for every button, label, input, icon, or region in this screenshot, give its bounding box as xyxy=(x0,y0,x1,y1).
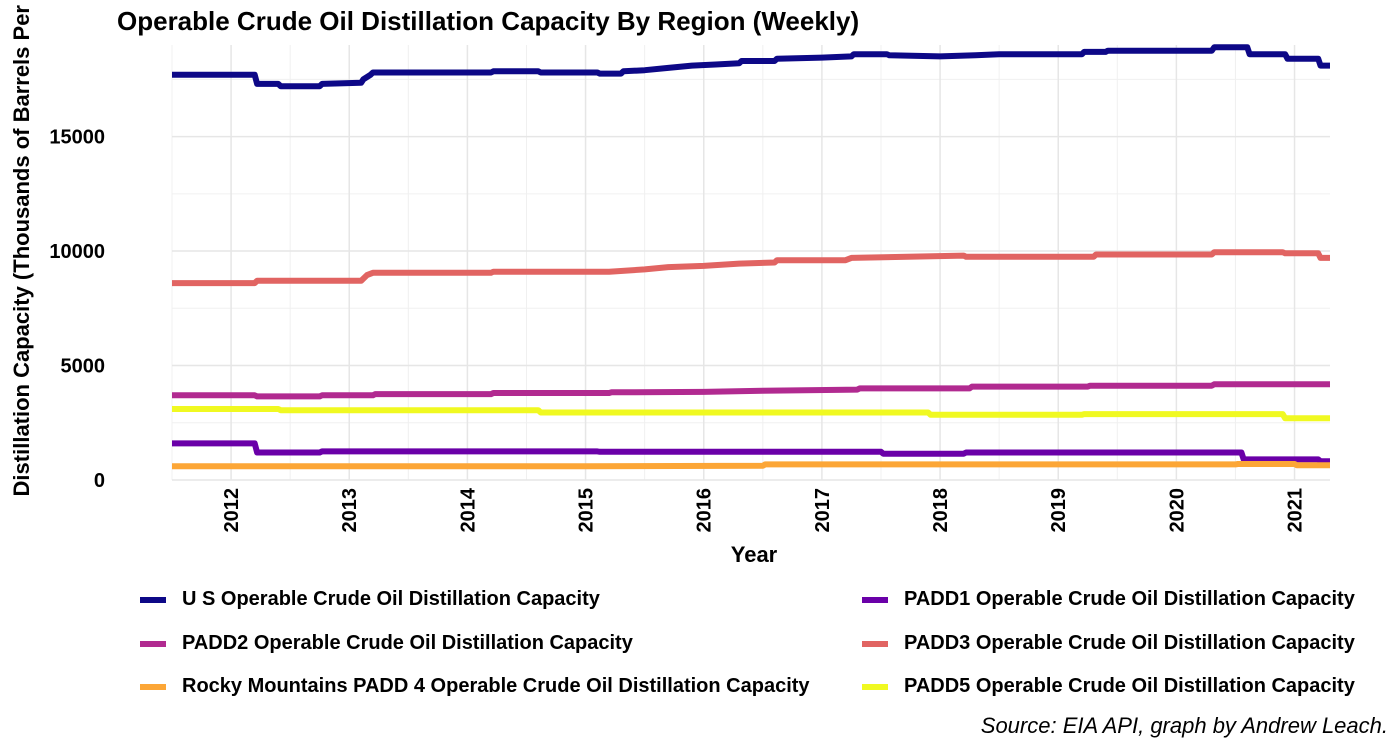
series-line xyxy=(172,461,1330,470)
y-axis-title: Distillation Capacity (Thousands of Barr… xyxy=(9,5,34,497)
y-tick-labels: 0 5000 10000 15000 xyxy=(49,127,105,492)
legend-item: PADD2 Operable Crude Oil Distillation Ca… xyxy=(140,632,633,655)
legend-item: U S Operable Crude Oil Distillation Capa… xyxy=(140,588,600,611)
chart-title: Operable Crude Oil Distillation Capacity… xyxy=(117,6,860,36)
legend-label: PADD5 Operable Crude Oil Distillation Ca… xyxy=(904,675,1355,697)
series-line xyxy=(172,381,1330,400)
series-line xyxy=(172,406,1330,422)
source-caption: Source: EIA API, graph by Andrew Leach. xyxy=(980,713,1388,738)
legend-label: PADD1 Operable Crude Oil Distillation Ca… xyxy=(904,588,1355,610)
legend-item: Rocky Mountains PADD 4 Operable Crude Oi… xyxy=(140,675,810,698)
y-tick-label: 5000 xyxy=(61,356,106,378)
y-tick-label: 10000 xyxy=(49,241,105,263)
legend-swatch xyxy=(140,683,166,690)
legend-swatch xyxy=(862,683,888,690)
x-axis-title: Year xyxy=(731,542,778,567)
legend-label: PADD3 Operable Crude Oil Distillation Ca… xyxy=(904,632,1355,654)
series-line xyxy=(172,440,1330,465)
legend-item: PADD3 Operable Crude Oil Distillation Ca… xyxy=(862,632,1355,655)
x-tick-label: 2015 xyxy=(576,488,598,533)
legend-label: Rocky Mountains PADD 4 Operable Crude Oi… xyxy=(182,675,810,697)
x-tick-label: 2020 xyxy=(1166,488,1188,533)
legend-label: PADD2 Operable Crude Oil Distillation Ca… xyxy=(182,632,633,654)
legend-item: PADD1 Operable Crude Oil Distillation Ca… xyxy=(862,588,1355,611)
legend-item: PADD5 Operable Crude Oil Distillation Ca… xyxy=(862,675,1355,698)
legend-swatch xyxy=(140,596,166,603)
x-tick-label: 2012 xyxy=(221,488,243,533)
x-tick-labels: 2012 2013 2014 2015 2016 2017 2018 2019 2020 2021 xyxy=(221,487,1306,532)
legend-label: U S Operable Crude Oil Distillation Capa… xyxy=(182,588,600,610)
x-tick-label: 2013 xyxy=(339,488,361,533)
legend-swatch xyxy=(140,640,166,647)
y-tick-label: 0 xyxy=(94,470,105,492)
legend-swatch xyxy=(862,596,888,603)
x-tick-label: 2014 xyxy=(457,487,479,532)
series-line xyxy=(172,249,1330,287)
y-tick-label: 15000 xyxy=(49,127,105,149)
legend-swatch xyxy=(862,640,888,647)
x-tick-label: 2016 xyxy=(694,488,716,533)
x-tick-label: 2019 xyxy=(1048,488,1070,533)
x-tick-label: 2017 xyxy=(812,488,834,533)
series-line xyxy=(172,44,1330,90)
series-lines xyxy=(172,44,1330,470)
x-tick-label: 2018 xyxy=(930,488,952,533)
x-tick-label: 2021 xyxy=(1285,488,1307,533)
